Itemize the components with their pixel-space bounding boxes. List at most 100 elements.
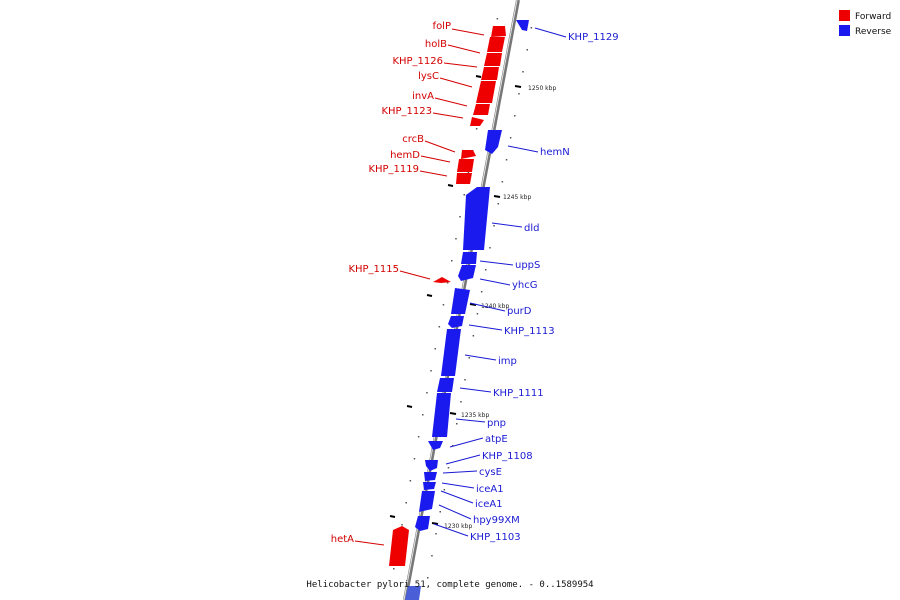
gene-KHP_1123-b[interactable] xyxy=(470,117,484,126)
tick-dot xyxy=(509,137,512,139)
tick-dot xyxy=(530,27,533,29)
tick-dot xyxy=(447,467,450,469)
label-iceA1-b: iceA1 xyxy=(475,499,503,510)
label-hetA: hetA xyxy=(331,534,354,545)
gene-KHP_1108[interactable] xyxy=(425,460,438,471)
gene-dld-b[interactable] xyxy=(461,252,477,264)
tick-dot xyxy=(485,269,487,271)
tick-dot xyxy=(426,392,428,394)
tick-dot xyxy=(463,194,465,196)
tick-dot xyxy=(460,401,462,403)
tick-dot xyxy=(422,414,424,416)
legend-forward-label: Forward xyxy=(855,12,891,22)
tick-dot xyxy=(518,93,520,95)
tick-dot xyxy=(489,247,491,249)
scale-marks: 1250 kbp 1245 kbp 1240 kbp 1235 kbp 1230… xyxy=(389,75,556,530)
label-dld: dld xyxy=(524,223,539,234)
gene-iceA1-a[interactable] xyxy=(423,482,436,490)
label-cysE: cysE xyxy=(479,467,502,478)
scale-mark-1245: 1245 kbp xyxy=(493,194,531,201)
gene-KHP_1113[interactable] xyxy=(448,316,464,328)
gene-hemD[interactable] xyxy=(457,159,474,172)
scale-mark-1235: 1235 kbp xyxy=(449,412,489,419)
gene-atpE[interactable] xyxy=(428,441,443,450)
label-KHP_1103: KHP_1103 xyxy=(470,532,521,543)
tick-dot xyxy=(409,480,412,482)
gene-uppS[interactable] xyxy=(458,265,476,281)
tick-dot xyxy=(467,172,470,174)
scale-label-1245: 1245 kbp xyxy=(503,194,531,201)
left-tick xyxy=(406,405,413,408)
tick-dot xyxy=(413,458,416,460)
tick-dot xyxy=(505,159,508,161)
legend-reverse-swatch xyxy=(839,25,850,36)
label-folP: folP xyxy=(433,21,451,32)
gene-lysC[interactable] xyxy=(481,67,499,80)
label-KHP_1111: KHP_1111 xyxy=(493,388,544,399)
tick-dot xyxy=(476,313,479,315)
genome-caption: Helicobacter pylori 51, complete genome.… xyxy=(306,580,593,590)
tick-dot xyxy=(439,511,441,513)
tick-dot xyxy=(451,445,454,447)
tick-dot xyxy=(514,115,516,117)
tick-dot xyxy=(443,489,446,491)
scale-mark-1230: 1230 kbp xyxy=(431,522,472,530)
gene-imp[interactable] xyxy=(441,329,461,376)
tick-dot xyxy=(435,533,437,535)
gene-folP[interactable] xyxy=(491,26,506,37)
tick-dot xyxy=(434,348,436,350)
tick-dot xyxy=(401,524,403,526)
left-tick xyxy=(475,75,482,78)
forward-labels: folP holB KHP_1126 lysC invA KHP_1123 cr… xyxy=(331,21,485,546)
gene-holB[interactable] xyxy=(487,37,505,52)
gene-purD[interactable] xyxy=(451,288,470,314)
scale-mark-1250: 1250 kbp xyxy=(514,85,556,92)
label-purD: purD xyxy=(507,306,532,317)
legend: Forward Reverse xyxy=(839,10,892,37)
label-iceA1-a: iceA1 xyxy=(476,484,504,495)
tick-dot xyxy=(526,49,528,51)
gene-iceA1-b[interactable] xyxy=(419,491,435,512)
gene-bottom[interactable] xyxy=(405,586,421,600)
scale-label-1250: 1250 kbp xyxy=(528,85,556,92)
tick-dot xyxy=(431,555,433,557)
gene-KHP_1119[interactable] xyxy=(456,173,472,184)
tick-dot xyxy=(480,291,483,293)
tick-dot xyxy=(459,216,461,218)
gene-KHP_1115[interactable] xyxy=(433,277,451,283)
label-KHP_1129: KHP_1129 xyxy=(568,32,619,43)
gene-hemN[interactable] xyxy=(485,130,502,154)
tick-dot xyxy=(464,379,466,381)
scale-label-1230: 1230 kbp xyxy=(444,523,472,530)
gene-KHP_1111[interactable] xyxy=(437,378,454,392)
gene-cysE[interactable] xyxy=(424,472,437,481)
tick-dot xyxy=(427,577,429,579)
gene-KHP_1123-a[interactable] xyxy=(473,104,490,115)
gene-KHP_1103[interactable] xyxy=(415,516,430,531)
tick-dot xyxy=(405,502,407,504)
gene-invA[interactable] xyxy=(476,81,496,103)
tick-dot xyxy=(456,423,458,425)
legend-reverse-label: Reverse xyxy=(855,27,892,37)
gene-crcB[interactable] xyxy=(461,150,476,159)
gene-dld[interactable] xyxy=(463,187,490,250)
tick-dots xyxy=(393,18,533,579)
gene-pnp[interactable] xyxy=(432,393,451,437)
tick-dot xyxy=(493,225,495,227)
tick-dot xyxy=(472,335,475,337)
gene-hetA[interactable] xyxy=(389,526,409,566)
tick-dot xyxy=(451,260,453,262)
tick-dot xyxy=(446,282,449,284)
gene-KHP_1126[interactable] xyxy=(484,53,502,66)
label-crcB: crcB xyxy=(402,134,424,145)
left-tick xyxy=(389,515,396,518)
label-KHP_1126: KHP_1126 xyxy=(392,56,443,67)
left-tick xyxy=(447,184,454,187)
gene-KHP_1129[interactable] xyxy=(516,20,529,31)
label-KHP_1115: KHP_1115 xyxy=(348,264,399,275)
tick-dot xyxy=(496,18,499,20)
legend-forward-swatch xyxy=(839,10,850,21)
tick-dot xyxy=(455,238,457,240)
label-lysC: lysC xyxy=(418,71,439,82)
label-hemD: hemD xyxy=(390,150,420,161)
